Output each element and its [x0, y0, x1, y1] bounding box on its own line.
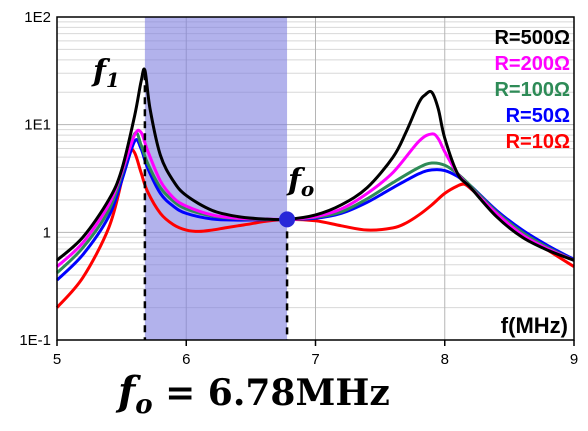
resonance-point-marker	[279, 211, 296, 228]
tick-labels: 5 6 7 8 9 1E-1 1 1E1 1E2	[19, 9, 578, 368]
x-tick-label: 7	[311, 351, 319, 368]
fo-label: fo	[286, 163, 314, 201]
legend-entry: R=500Ω	[494, 27, 570, 49]
legend-entry: R=100Ω	[494, 79, 570, 101]
frequency-band-highlight	[144, 17, 288, 340]
x-tick-label: 9	[570, 351, 578, 368]
resonant-frequency-formula: fo = 6.78MHz	[115, 368, 390, 420]
legend-entry: R=200Ω	[494, 53, 570, 75]
legend-entry: R=50Ω	[506, 105, 570, 127]
y-tick-label: 1	[43, 224, 51, 241]
x-tick-label: 8	[441, 351, 449, 368]
y-tick-label: 1E1	[24, 117, 51, 134]
x-axis-unit-label: f(MHz)	[501, 313, 568, 338]
marker-group	[143, 73, 296, 340]
legend: R=500Ω R=200Ω R=100Ω R=50Ω R=10Ω	[494, 27, 570, 153]
axes	[56, 16, 575, 346]
highlight-band-group	[144, 17, 288, 340]
y-tick-label: 1E2	[24, 9, 51, 26]
series-line	[56, 67, 575, 262]
y-tick-label: 1E-1	[19, 332, 51, 349]
x-tick-label: 6	[182, 351, 190, 368]
x-tick-label: 5	[53, 351, 61, 368]
legend-entry: R=10Ω	[506, 131, 570, 153]
